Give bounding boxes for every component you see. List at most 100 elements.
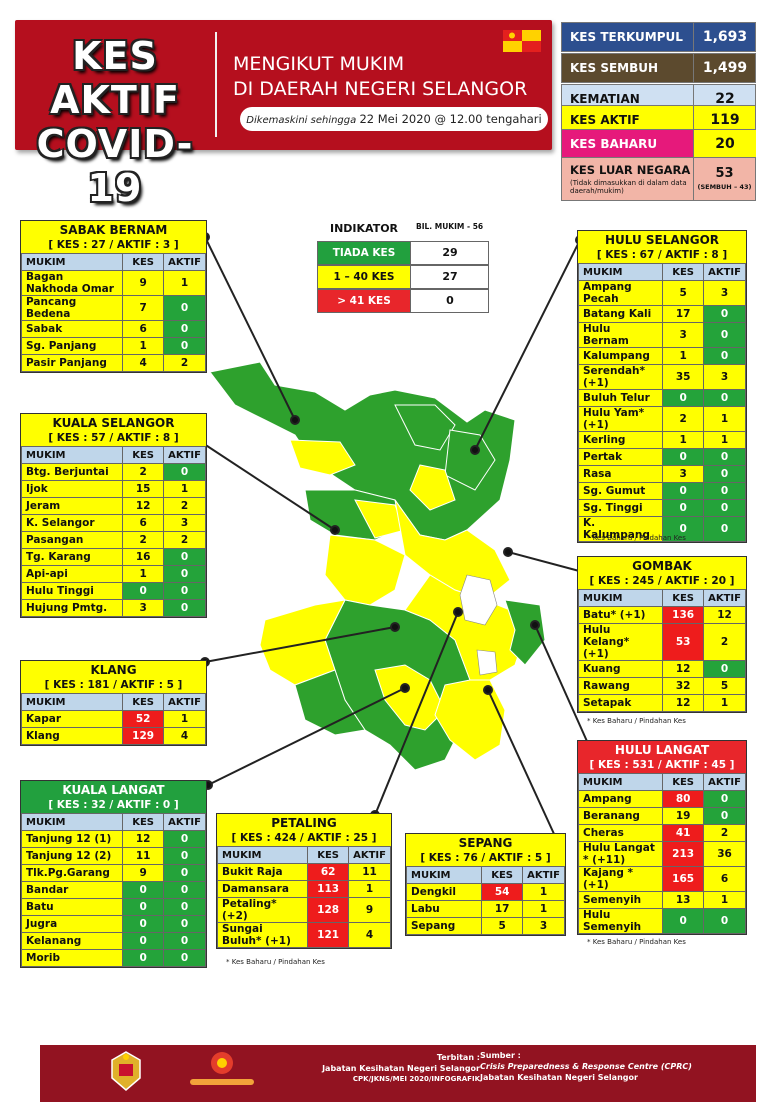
table-row: Bagan Nakhoda Omar 9 1 [20,270,206,296]
aktif-value: 4 [348,922,391,948]
mukim-name: Tanjung 12 (1) [20,830,124,848]
mukim-name: Kuang [577,660,664,678]
logo-icon [190,1052,254,1085]
aktif-value: 1 [703,891,746,909]
aktif-value: 0 [703,790,746,808]
mukim-name: Kalumpang [577,347,664,365]
mukim-name: Setapak [577,694,664,712]
col-kes: KES [122,813,165,831]
kes-value: 128 [307,897,350,923]
kes-value: 3 [662,322,705,348]
aktif-value: 0 [163,949,206,967]
subtitle-line-1: MENGIKUT MUKIM [233,53,405,75]
stat-kes-baharu: KES BAHARU 20 [561,129,756,159]
kes-value: 165 [662,866,705,892]
district-stats: [ KES : 531 / AKTIF : 45 ] [589,759,735,771]
district-header: SEPANG [ KES : 76 / AKTIF : 5 ] [406,834,565,866]
district-kuala-selangor: KUALA SELANGOR [ KES : 57 / AKTIF : 8 ] … [20,413,207,618]
kes-value: 5 [481,917,524,935]
district-name: HULU LANGAT [614,743,710,757]
mukim-name: Morib [20,949,124,967]
kes-value: 35 [662,364,705,390]
mukim-name: Kerling [577,431,664,449]
stat-label: KES LUAR NEGARA [570,163,691,177]
aktif-value: 12 [703,606,746,624]
mukim-table: MUKIM KES AKTIF Batu* (+1) 136 12 Hulu Kelang*… [577,589,746,712]
col-aktif: AKTIF [163,813,206,831]
aktif-value: 1 [163,480,206,498]
terbitan-ref: CPK/JKNS/MEI 2020/INFOGRAFIK [352,1075,480,1083]
district-hulu-selangor: HULU SELANGOR [ KES : 67 / AKTIF : 8 ] M… [577,230,747,543]
aktif-value: 0 [703,807,746,825]
aktif-value: 1 [163,270,206,296]
col-kes: KES [122,253,165,271]
table-row: Bukit Raja 62 11 [216,863,391,881]
district-sepang: SEPANG [ KES : 76 / AKTIF : 5 ] MUKIM KES… [405,833,566,936]
col-aktif: AKTIF [522,866,565,884]
aktif-value: 9 [348,897,391,923]
kes-value: 1 [662,431,705,449]
aktif-value: 4 [163,727,206,745]
kes-value: 3 [662,465,705,483]
col-mukim: MUKIM [20,446,124,464]
mukim-name: Pasangan [20,531,124,549]
subtitle: MENGIKUT MUKIM DI DAERAH NEGERI SELANGOR [233,52,553,102]
district-gombak: GOMBAK [ KES : 245 / AKTIF : 20 ] MUKIM K… [577,556,747,713]
district-stats: [ KES : 245 / AKTIF : 20 ] [589,575,735,587]
aktif-value: 2 [703,623,746,661]
table-row: Kalumpang 1 0 [577,347,746,365]
col-mukim: MUKIM [20,693,124,711]
district-name: KLANG [90,663,137,677]
col-aktif: AKTIF [163,253,206,271]
mukim-name: Bagan Nakhoda Omar [20,270,124,296]
district-name: GOMBAK [632,559,692,573]
mukim-table: MUKIM KES AKTIF Kapar 52 1 Klang 129 4 [20,693,206,745]
mukim-table: MUKIM KES AKTIF Bukit Raja 62 11 Damansara 113 1… [216,846,391,948]
aktif-value: 2 [703,824,746,842]
kes-value: 1 [122,565,165,583]
aktif-value: 0 [163,898,206,916]
table-row: Tg. Karang 16 0 [20,548,206,566]
mukim-name: Tg. Karang [20,548,124,566]
mukim-name: Buluh Telur [577,389,664,407]
table-row: Hulu Yam* (+1) 2 1 [577,406,746,432]
stat-note: (Tidak dimasukkan di dalam data daerah/m… [570,179,687,195]
mukim-name: Hulu Langat * (+11) [577,841,664,867]
table-row: Pasir Panjang 4 2 [20,354,206,372]
aktif-value: 0 [163,320,206,338]
table-row: Serendah* (+1) 35 3 [577,364,746,390]
kes-value: 54 [481,883,524,901]
table-row: Sg. Gumut 0 0 [577,482,746,500]
table-header-row: MUKIM KES AKTIF [405,866,565,884]
aktif-value: 0 [163,565,206,583]
mukim-name: Pertak [577,448,664,466]
table-row: K. Kalumpang 0 0 [577,516,746,542]
table-row: Pertak 0 0 [577,448,746,466]
table-row: Tlk.Pg.Garang 9 0 [20,864,206,882]
district-header: KLANG [ KES : 181 / AKTIF : 5 ] [21,661,206,693]
petaling-footnote: * Kes Baharu / Pindahan Kes [226,958,325,966]
luar-value: 53 [715,166,734,181]
district-name: KUALA LANGAT [62,783,165,797]
mukim-name: Petaling* (+2) [216,897,309,923]
aktif-value: 0 [703,516,746,542]
mukim-name: Labu [405,900,483,918]
hulu-langat-footnote: * Kes Baharu / Pindahan Kes [587,938,686,946]
aktif-value: 2 [163,531,206,549]
mukim-name: Bukit Raja [216,863,309,881]
mukim-name: Dengkil [405,883,483,901]
kes-value: 2 [122,463,165,481]
stat-kes-luar-negara: KES LUAR NEGARA (Tidak dimasukkan di dal… [561,157,756,201]
table-row: Petaling* (+2) 128 9 [216,897,391,923]
table-row: Btg. Berjuntai 2 0 [20,463,206,481]
aktif-value: 0 [163,337,206,355]
kes-value: 1 [122,337,165,355]
aktif-value: 0 [703,908,746,934]
table-header-row: MUKIM KES AKTIF [216,846,391,864]
mukim-name: Batu* (+1) [577,606,664,624]
col-aktif: AKTIF [163,693,206,711]
kes-value: 11 [122,847,165,865]
aktif-value: 0 [703,482,746,500]
table-row: Batu 0 0 [20,898,206,916]
stat-value: 1,499 [693,54,756,82]
